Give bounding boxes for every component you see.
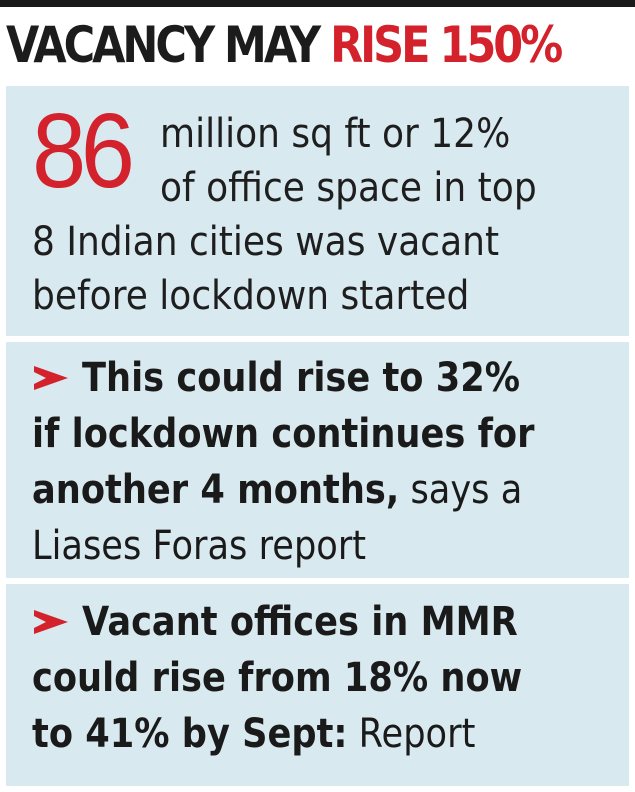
bullet1-line3: another 4 months, says a [32, 462, 522, 518]
bullet1-line2: if lockdown continues for [32, 411, 535, 457]
bullet1-line1: This could rise to 32% [82, 355, 520, 401]
stat-number: 86 [32, 92, 135, 210]
bullet1-line3-bold: another 4 months, [32, 467, 400, 513]
section-divider [6, 336, 629, 342]
arrow-notch [34, 616, 46, 628]
bullet2-line3-rest: Report [347, 711, 476, 757]
content-panel [6, 86, 629, 786]
stat-text-line: before lockdown started [32, 273, 470, 319]
headline-black-part: VACANCY MAY [6, 16, 331, 74]
headline: VACANCY MAY RISE 150% [6, 8, 563, 82]
top-rule [0, 0, 635, 7]
bullet2-line2: could rise from 18% now [32, 655, 523, 701]
headline-red-part: RISE 150% [330, 16, 563, 74]
stat-text-line: 8 Indian cities was vacant [32, 219, 500, 265]
bullet1-line3-rest: says a [399, 467, 523, 513]
arrow-notch [34, 372, 46, 384]
stat-text-line: of office space in top [160, 165, 537, 211]
bullet2-line3: to 41% by Sept: Report [32, 706, 475, 762]
bullet2-line3-bold: to 41% by Sept: [32, 711, 348, 757]
bullet2-line1: Vacant offices in MMR [82, 599, 518, 645]
bullet1-line4: Liases Foras report [32, 523, 367, 569]
stat-text-line: million sq ft or 12% [160, 111, 511, 157]
section-divider [6, 578, 629, 584]
